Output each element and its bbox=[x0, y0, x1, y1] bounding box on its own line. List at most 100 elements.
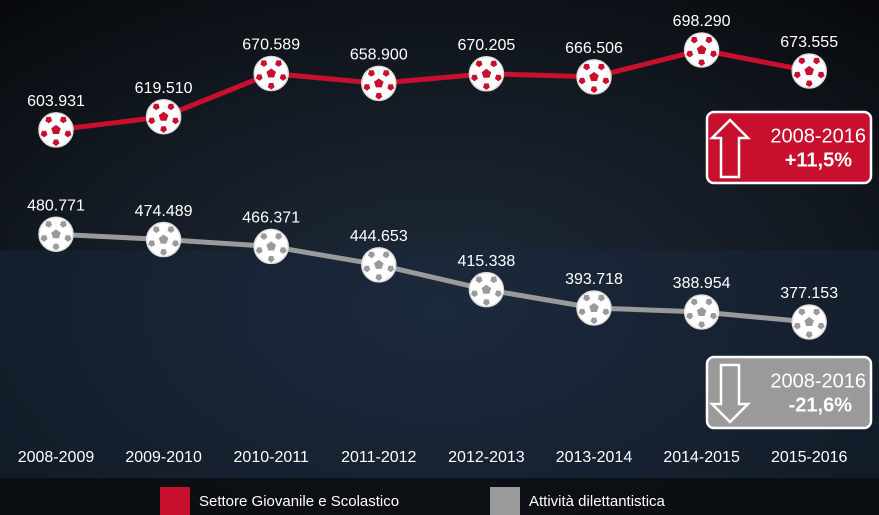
ball-patch bbox=[172, 240, 179, 247]
ball-patch bbox=[59, 116, 67, 124]
ball-patch bbox=[710, 50, 717, 58]
ball-patch bbox=[475, 276, 483, 284]
data-label: 670.205 bbox=[457, 37, 515, 54]
ball-patch bbox=[590, 86, 598, 93]
ball-patch bbox=[266, 241, 276, 251]
data-label: 480.771 bbox=[27, 197, 85, 214]
data-label: 474.489 bbox=[135, 203, 193, 220]
data-label: 466.371 bbox=[242, 210, 300, 227]
ball-patch bbox=[45, 116, 53, 124]
ball-patch bbox=[578, 308, 586, 316]
ball-patch bbox=[490, 276, 498, 284]
ball-patch bbox=[696, 45, 707, 54]
ball-patch bbox=[690, 299, 698, 306]
ball-patch bbox=[363, 84, 371, 91]
ball-patch bbox=[374, 259, 384, 269]
ball-patch bbox=[172, 117, 179, 125]
x-tick-label: 2010-2011 bbox=[234, 449, 309, 466]
ball-patch bbox=[266, 68, 276, 78]
ball-patch bbox=[698, 59, 705, 67]
legend-label: Settore Giovanile e Scolastico bbox=[199, 493, 399, 510]
data-label: 673.555 bbox=[780, 34, 838, 51]
ball-patch bbox=[483, 83, 490, 90]
ball-patch bbox=[51, 124, 61, 134]
ball-patch bbox=[589, 303, 599, 312]
ball-patch bbox=[686, 313, 694, 320]
ball-patch bbox=[793, 71, 801, 79]
ball-patch bbox=[64, 235, 72, 242]
ball-patch bbox=[375, 274, 383, 281]
data-label: 415.338 bbox=[457, 253, 515, 270]
data-label: 658.900 bbox=[350, 47, 408, 64]
ball-patch bbox=[813, 309, 820, 316]
series-line bbox=[55, 231, 810, 325]
ball-patch bbox=[382, 251, 390, 259]
ball-patch bbox=[705, 37, 713, 44]
ball-patch bbox=[494, 290, 502, 298]
ball-patch bbox=[471, 74, 478, 82]
ball-patch bbox=[260, 60, 268, 67]
data-label: 670.589 bbox=[242, 37, 300, 54]
legend-swatch bbox=[160, 487, 190, 515]
ball-patch bbox=[52, 139, 60, 146]
ball-patch bbox=[690, 37, 698, 44]
x-tick-label: 2009-2010 bbox=[125, 449, 202, 466]
ball-patch bbox=[158, 111, 169, 121]
ball-patch bbox=[597, 63, 605, 71]
annotation-arrow bbox=[708, 363, 752, 424]
ball-patch bbox=[481, 68, 492, 78]
legend-label: Attività dilettantistica bbox=[529, 493, 666, 510]
ball-patch bbox=[805, 80, 813, 87]
ball-patch bbox=[148, 240, 156, 247]
ball-patch bbox=[64, 130, 72, 138]
ball-patch bbox=[490, 60, 498, 68]
ball-patch bbox=[279, 247, 287, 254]
ball-patch bbox=[40, 130, 48, 138]
ball-patch bbox=[59, 221, 67, 228]
ball-patch bbox=[158, 234, 169, 244]
ball-patch bbox=[798, 57, 806, 65]
ball-patch bbox=[804, 317, 814, 326]
ball-patch bbox=[148, 117, 156, 125]
ball-patch bbox=[483, 299, 490, 306]
ball-patch bbox=[275, 60, 282, 67]
x-tick-label: 2008-2009 bbox=[18, 449, 95, 466]
ball-patch bbox=[475, 60, 483, 68]
ball-patch bbox=[267, 256, 275, 263]
legend-band bbox=[0, 478, 879, 515]
data-label: 444.653 bbox=[350, 228, 408, 245]
ball-patch bbox=[602, 308, 610, 316]
x-tick-label: 2015-2016 bbox=[771, 449, 848, 466]
ball-patch bbox=[602, 77, 610, 85]
ball-patch bbox=[589, 71, 599, 81]
ball-patch bbox=[160, 126, 167, 133]
ball-patch bbox=[798, 309, 806, 316]
ball-patch bbox=[387, 265, 395, 273]
ball-patch bbox=[387, 84, 395, 91]
ball-patch bbox=[583, 63, 591, 71]
ball-patch bbox=[275, 233, 282, 240]
x-tick-label: 2012-2013 bbox=[448, 449, 525, 466]
ball-patch bbox=[813, 57, 820, 65]
x-tick-label: 2011-2012 bbox=[341, 449, 416, 466]
annotation-change: +11,5% bbox=[785, 149, 853, 171]
ball-patch bbox=[152, 226, 160, 233]
ball-patch bbox=[804, 65, 814, 75]
annotation-box bbox=[705, 355, 873, 430]
x-tick-label: 2013-2014 bbox=[556, 449, 633, 466]
ball-patch bbox=[471, 290, 478, 298]
legend-swatch bbox=[490, 487, 520, 515]
ball-patch bbox=[597, 294, 605, 302]
ball-patch bbox=[817, 71, 825, 79]
x-tick-label: 2014-2015 bbox=[663, 449, 740, 466]
ball-patch bbox=[805, 331, 813, 339]
ball-patch bbox=[160, 249, 167, 256]
ball-patch bbox=[279, 74, 287, 81]
annotation-period: 2008-2016 bbox=[770, 125, 866, 147]
ball-patch bbox=[578, 77, 586, 85]
ball-patch bbox=[51, 229, 61, 239]
ball-patch bbox=[363, 265, 371, 273]
ball-patch bbox=[686, 50, 694, 58]
